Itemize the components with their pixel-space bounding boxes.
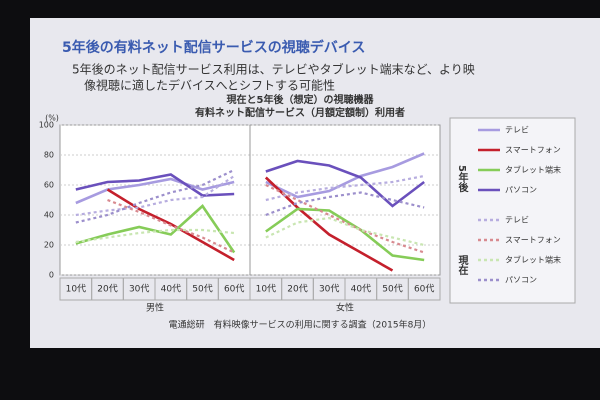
x-tick-label: 50代 <box>192 284 212 295</box>
bullet-line: 像視聴に適したデバイスへとシフトする可能性 <box>84 78 335 93</box>
legend-label: パソコン <box>505 276 537 285</box>
y-tick-label: 100 <box>39 121 54 130</box>
slide-title: 5年後の有料ネット配信サービスの視聴デバイス <box>62 39 365 56</box>
series-line <box>265 174 425 202</box>
legend-group-label: 現在 <box>456 255 468 276</box>
x-tick-label: 40代 <box>161 284 181 295</box>
legend-label: テレビ <box>505 126 529 135</box>
series-line <box>265 207 425 262</box>
chart-subtitle: 有料ネット配信サービス（月額定額制）利用者 <box>195 106 405 119</box>
x-tick-label: 10代 <box>256 284 276 295</box>
x-tick-label: 10代 <box>66 284 86 295</box>
legend-label: パソコン <box>505 186 537 195</box>
y-axis-label: (%) <box>45 114 59 123</box>
legend-label: スマートフォン <box>505 236 561 245</box>
panel-label: 女性 <box>336 302 354 314</box>
legend-label: タブレット端末 <box>505 255 561 265</box>
y-tick-label: 40 <box>44 211 54 220</box>
y-tick-label: 20 <box>44 241 54 250</box>
series-line <box>106 188 235 262</box>
y-tick-label: 80 <box>44 151 54 160</box>
y-tick-label: 0 <box>49 271 54 280</box>
bullet-line: 5年後のネット配信サービス利用は、テレビやタブレット端末など、より映 <box>72 62 475 77</box>
x-tick-box <box>407 277 441 301</box>
series-line <box>75 169 235 224</box>
legend-box <box>449 117 576 304</box>
series-line <box>75 177 235 205</box>
x-tick-label: 40代 <box>351 284 371 295</box>
x-tick-label: 50代 <box>382 284 402 295</box>
series-line <box>75 173 235 197</box>
legend-label: スマートフォン <box>505 146 561 155</box>
x-tick-label: 20代 <box>97 284 117 295</box>
x-tick-label: 60代 <box>224 284 244 295</box>
x-tick-label: 20代 <box>287 284 307 295</box>
legend-label: タブレット端末 <box>505 165 561 175</box>
x-tick-label: 30代 <box>319 284 339 295</box>
series-line <box>265 184 425 254</box>
y-tick-label: 60 <box>44 181 54 190</box>
x-tick-label: 30代 <box>129 284 149 295</box>
panel-label: 男性 <box>146 302 164 314</box>
series-line <box>75 175 235 217</box>
series-line <box>264 176 394 272</box>
series-line <box>107 198 235 254</box>
chart-title: 現在と5年後（想定）の視聴機器 <box>227 93 375 106</box>
x-tick-label: 60代 <box>414 284 434 295</box>
legend-label: テレビ <box>505 216 529 225</box>
series-line <box>75 228 235 244</box>
source-note: 電通総研 有料映像サービスの利用に関する調査（2015年8月） <box>169 319 432 331</box>
series-line <box>265 159 425 208</box>
series-line <box>265 216 425 247</box>
legend-group-label: 5年後 <box>456 165 468 193</box>
